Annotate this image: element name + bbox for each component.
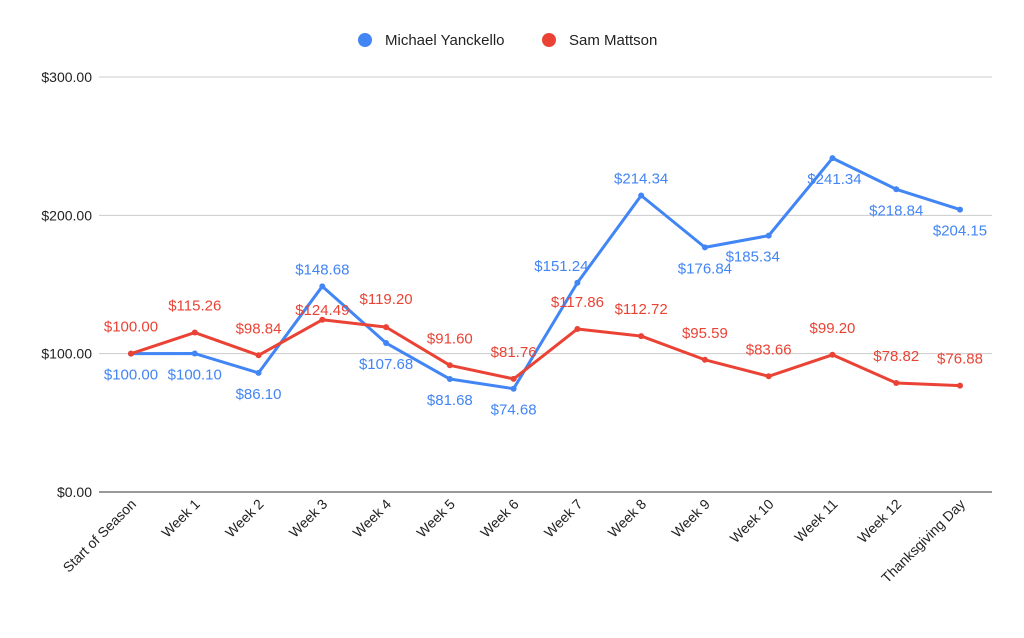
data-label: $214.34: [614, 170, 668, 187]
data-point: [893, 186, 900, 193]
data-point: [128, 350, 134, 357]
x-tick-label: Start of Season: [60, 496, 140, 576]
x-axis-ticks: Start of Season Week 1 Week 2 Week 3 Week 4 W…: [60, 496, 969, 586]
data-label: $112.72: [615, 301, 668, 318]
data-label: $81.68: [427, 392, 473, 409]
data-point: [255, 352, 262, 359]
x-tick-label: Week 8: [605, 496, 650, 541]
data-point: [383, 340, 390, 347]
data-point: [829, 155, 836, 162]
data-point: [765, 232, 772, 239]
data-label: $100.10: [168, 367, 222, 384]
data-label: $100.00: [104, 319, 158, 336]
data-label: $176.84: [678, 260, 732, 277]
x-tick-label: Week 2: [222, 496, 267, 541]
data-point: [574, 279, 581, 286]
legend-marker: [358, 33, 372, 47]
data-point: [319, 283, 326, 290]
data-point: [191, 329, 198, 336]
legend-label: Sam Mattson: [569, 32, 657, 49]
data-point: [829, 351, 836, 358]
data-point: [701, 244, 708, 251]
data-point: [574, 325, 581, 332]
series-line-michael-yanckello: [130, 156, 961, 391]
data-label: $204.15: [933, 223, 987, 240]
data-point: [319, 316, 326, 323]
x-tick-label: Week 12: [854, 496, 904, 546]
legend: Michael Yanckello Sam Mattson: [358, 32, 657, 49]
data-label: $148.68: [295, 261, 349, 278]
x-tick-label: Week 4: [349, 496, 394, 541]
data-label: $115.26: [168, 298, 221, 315]
data-point: [701, 356, 708, 363]
x-tick-label: Week 6: [477, 496, 522, 541]
data-label: $99.20: [810, 320, 856, 337]
y-tick-label: $200.00: [41, 207, 92, 223]
data-point: [765, 373, 772, 380]
x-tick-label: Week 5: [413, 496, 458, 541]
data-point: [510, 385, 517, 392]
data-label: $83.66: [746, 341, 792, 358]
data-point: [638, 333, 645, 340]
data-label: $78.82: [873, 348, 919, 365]
series-lines: [128, 155, 963, 392]
data-label: $100.00: [104, 367, 158, 384]
x-tick-label: Week 7: [541, 496, 586, 541]
y-tick-label: $0.00: [57, 484, 92, 500]
x-tick-label: Week 9: [668, 496, 713, 541]
x-tick-label: Week 1: [158, 496, 203, 541]
data-label: $124.49: [295, 302, 349, 319]
data-label: $98.84: [236, 320, 282, 337]
x-tick-label: Week 11: [791, 496, 841, 546]
y-tick-label: $300.00: [41, 69, 92, 85]
y-tick-label: $100.00: [41, 346, 92, 362]
data-label: $218.84: [869, 202, 923, 219]
data-point: [893, 379, 900, 386]
data-point: [446, 376, 453, 383]
data-point: [510, 375, 517, 382]
data-point: [446, 362, 453, 369]
data-label: $76.88: [937, 351, 983, 368]
data-labels: $100.00 $100.10 $86.10 $148.68 $107.68 $81.68…: [104, 170, 987, 418]
data-point: [383, 324, 390, 331]
gridlines: [99, 76, 992, 493]
data-label: $117.86: [551, 294, 604, 311]
x-tick-label: Week 10: [727, 496, 777, 546]
data-point: [255, 369, 262, 376]
data-label: $119.20: [360, 291, 413, 308]
data-label: $241.34: [807, 171, 861, 188]
data-label: $74.68: [491, 402, 537, 419]
x-tick-label: Week 3: [286, 496, 331, 541]
legend-label: Michael Yanckello: [385, 32, 505, 49]
legend-marker: [542, 33, 556, 47]
y-axis-ticks: $0.00 $100.00 $200.00 $300.00: [41, 69, 92, 500]
data-label: $185.34: [726, 249, 780, 266]
data-label: $91.60: [427, 330, 473, 347]
data-label: $151.24: [534, 258, 588, 275]
data-point: [191, 350, 198, 357]
data-point: [957, 382, 963, 389]
data-label: $107.68: [359, 356, 413, 373]
data-point: [638, 192, 645, 199]
data-label: $95.59: [682, 325, 728, 342]
data-point: [957, 206, 963, 213]
data-label: $81.76: [491, 344, 537, 361]
series-line-sam-mattson: [130, 318, 961, 388]
data-label: $86.10: [236, 386, 282, 403]
